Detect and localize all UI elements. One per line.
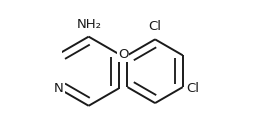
- Text: N: N: [54, 82, 63, 95]
- Text: NH₂: NH₂: [77, 18, 102, 31]
- Text: O: O: [118, 48, 128, 61]
- Text: Cl: Cl: [186, 82, 199, 95]
- Text: Cl: Cl: [148, 20, 161, 33]
